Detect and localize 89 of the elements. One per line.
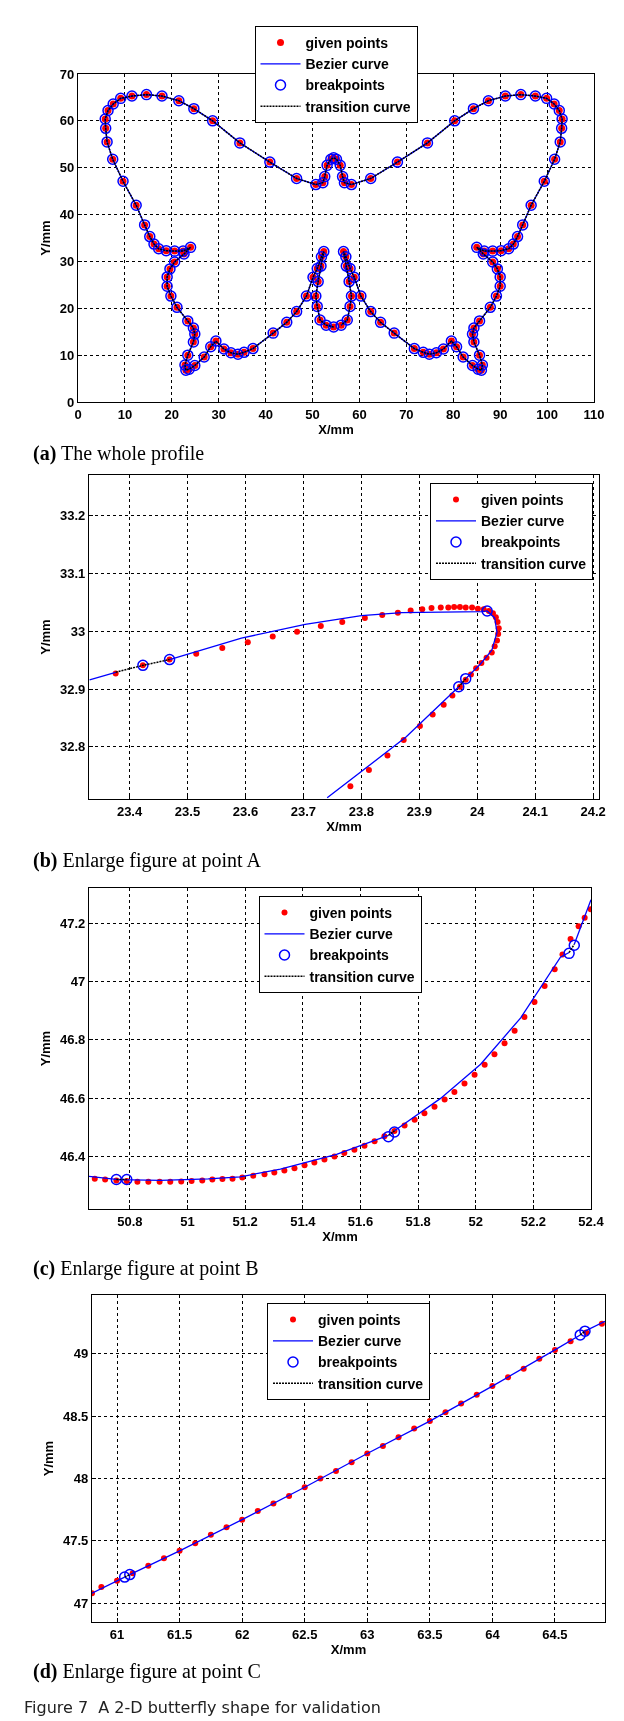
- x-tick-label: 51: [180, 1213, 195, 1229]
- x-tick-label: 64.5: [542, 1626, 568, 1642]
- y-axis-title: Y/mm: [40, 1440, 56, 1477]
- x-tick-label: 52.4: [578, 1213, 605, 1229]
- text: (b) Enlarge figure at point A: [33, 849, 262, 872]
- x-tick-label: 80: [446, 406, 461, 422]
- x-tick-label: 23.9: [406, 803, 432, 819]
- x-axis-title: X/mm: [318, 421, 354, 437]
- x-tick-label: 51.4: [290, 1213, 317, 1229]
- legend-label: given points: [481, 492, 564, 509]
- legend-label: given points: [305, 35, 389, 52]
- y-tick-label: 70: [59, 66, 75, 82]
- legend-label: breakpoints: [305, 77, 386, 94]
- x-tick-label: 23.7: [290, 803, 317, 819]
- x-tick-label: 20: [164, 406, 180, 422]
- x-axis-title: X/mm: [326, 818, 362, 834]
- legend-label: breakpoints: [318, 1354, 398, 1371]
- y-tick-label: 40: [59, 207, 75, 223]
- y-axis-title: Y/mm: [37, 1030, 53, 1067]
- y-tick-label: 50: [59, 160, 75, 176]
- y-tick-label: 33.2: [59, 508, 86, 524]
- x-tick-label: 23.5: [174, 803, 201, 819]
- x-axis-title: X/mm: [322, 1228, 358, 1244]
- y-tick-label: 60: [59, 113, 75, 129]
- x-tick-label: 51.6: [347, 1213, 374, 1229]
- x-tick-label: 51.2: [232, 1213, 258, 1229]
- x-tick-label: 62.5: [292, 1626, 318, 1642]
- y-tick-label: 46.8: [59, 1032, 86, 1048]
- legend-label: given points: [309, 905, 393, 922]
- legend-label: Bezier curve: [305, 56, 389, 73]
- x-tick-label: 52: [468, 1213, 483, 1229]
- y-tick-label: 33.1: [59, 565, 86, 581]
- x-tick-label: 50.8: [117, 1213, 143, 1229]
- legend-label: Bezier curve: [309, 926, 393, 943]
- y-tick-label: 47.2: [59, 915, 86, 931]
- text: (d) Enlarge figure at point C: [33, 1660, 261, 1683]
- x-tick-label: 70: [399, 406, 414, 422]
- legend-label: transition curve: [481, 555, 587, 572]
- x-tick-label: 110: [583, 406, 605, 422]
- caption: Figure 7 A 2-D butterfly shape for validation: [24, 1698, 381, 1717]
- y-tick-label: 47.5: [62, 1533, 89, 1549]
- y-tick-label: 0: [67, 394, 75, 410]
- x-tick-label: 63: [360, 1626, 375, 1642]
- x-tick-label: 50: [305, 406, 320, 422]
- legend-label: transition curve: [318, 1375, 424, 1392]
- x-tick-label: 51.8: [405, 1213, 431, 1229]
- y-tick-label: 32.8: [59, 739, 86, 755]
- text: (c) Enlarge figure at point B: [33, 1257, 259, 1280]
- text: (a) The whole profile: [33, 442, 205, 465]
- x-tick-label: 63.5: [417, 1626, 443, 1642]
- legend-label: breakpoints: [481, 534, 561, 551]
- x-tick-label: 100: [536, 406, 558, 422]
- x-tick-label: 62: [234, 1626, 250, 1642]
- y-axis-title: Y/mm: [37, 619, 53, 655]
- y-tick-label: 30: [59, 253, 75, 269]
- legend-label: transition curve: [305, 98, 411, 115]
- x-tick-label: 23.8: [348, 803, 375, 819]
- legend-label: breakpoints: [309, 947, 390, 964]
- x-tick-label: 60: [352, 406, 367, 422]
- x-tick-label: 61: [109, 1626, 125, 1642]
- y-tick-label: 20: [59, 300, 75, 316]
- y-tick-label: 33: [70, 623, 86, 639]
- x-tick-label: 61.5: [166, 1626, 193, 1642]
- legend-label: transition curve: [309, 968, 415, 985]
- y-tick-label: 32.9: [59, 681, 86, 697]
- x-tick-label: 40: [258, 406, 273, 422]
- y-tick-label: 48: [73, 1471, 89, 1487]
- legend-label: given points: [318, 1312, 401, 1329]
- x-tick-label: 24.2: [580, 803, 606, 819]
- y-tick-label: 48.5: [62, 1408, 89, 1424]
- x-tick-label: 23.4: [116, 803, 143, 819]
- y-tick-label: 47: [70, 973, 86, 989]
- y-tick-label: 10: [59, 347, 75, 363]
- x-tick-label: 10: [117, 406, 133, 422]
- x-tick-label: 23.6: [232, 803, 259, 819]
- x-tick-label: 30: [211, 406, 226, 422]
- legend-label: Bezier curve: [481, 513, 565, 530]
- y-tick-label: 46.6: [59, 1090, 86, 1106]
- y-axis-title: Y/mm: [37, 220, 53, 256]
- x-tick-label: 24.1: [522, 803, 548, 819]
- x-tick-label: 52.2: [520, 1213, 547, 1229]
- x-tick-label: 24: [470, 803, 486, 819]
- y-tick-label: 46.4: [59, 1149, 87, 1165]
- y-tick-label: 49: [73, 1346, 89, 1362]
- x-axis-title: X/mm: [330, 1641, 367, 1657]
- legend-label: Bezier curve: [318, 1333, 402, 1350]
- x-tick-label: 64: [485, 1626, 501, 1642]
- x-tick-label: 90: [492, 406, 508, 422]
- y-tick-label: 47: [73, 1595, 89, 1611]
